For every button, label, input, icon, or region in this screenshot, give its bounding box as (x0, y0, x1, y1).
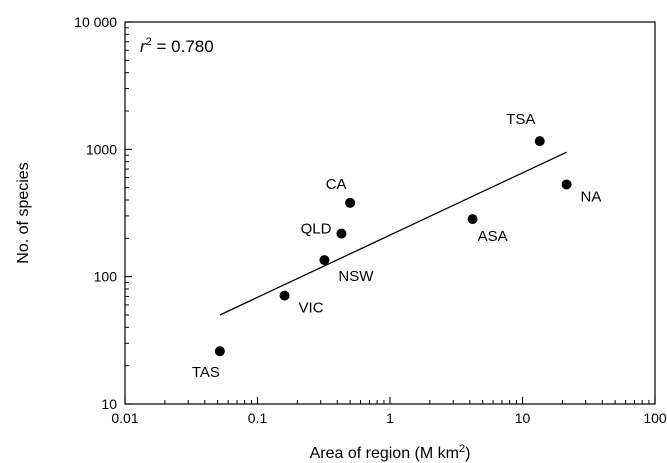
data-label-nsw: NSW (338, 268, 374, 285)
data-label-ca: CA (326, 176, 347, 193)
data-point-nsw (319, 255, 330, 266)
x-axis-title-text: Area of region (M km (310, 445, 459, 462)
x-axis: 0.01 0.1 1 10 100 (111, 397, 667, 426)
r-squared-value: = 0.780 (152, 37, 214, 56)
data-point-asa (467, 214, 478, 225)
data-point-tsa (534, 136, 545, 147)
y-tick-label: 100 (94, 269, 118, 285)
data-label-na: NA (581, 188, 602, 205)
r-superscript: 2 (146, 36, 152, 48)
y-tick-label: 10 (101, 396, 117, 412)
x-tick-label: 1 (386, 410, 394, 426)
x-tick-label: 10 (515, 410, 531, 426)
data-label-tsa: TSA (506, 111, 535, 128)
data-point-tas (214, 346, 225, 357)
regression-line (219, 151, 567, 316)
data-points (214, 136, 572, 357)
y-tick-label: 10 000 (74, 14, 117, 30)
data-point-vic (279, 290, 290, 301)
plot-frame (124, 21, 656, 405)
data-point-ca (345, 197, 356, 208)
data-point-qld (336, 228, 347, 239)
x-axis-title: Area of region (M km2) (310, 443, 471, 462)
r-squared-annotation: r2 = 0.780 (140, 36, 214, 56)
x-tick-label: 0.1 (248, 410, 268, 426)
data-label-vic: VIC (299, 300, 324, 317)
data-label-tas: TAS (192, 364, 220, 381)
data-labels: TAS VIC NSW QLD CA ASA TSA NA (192, 111, 602, 381)
x-axis-title-end: ) (465, 445, 470, 462)
data-label-qld: QLD (301, 221, 332, 238)
y-axis: 10 100 1000 10 000 (74, 14, 132, 412)
data-label-asa: ASA (478, 228, 508, 245)
y-axis-title: No. of species (15, 162, 32, 263)
x-tick-label: 100 (643, 410, 667, 426)
x-axis-title-sup: 2 (459, 443, 465, 455)
y-tick-label: 1000 (86, 141, 117, 157)
r-symbol: r (140, 37, 147, 56)
x-tick-label: 0.01 (111, 410, 138, 426)
data-point-na (561, 179, 572, 190)
